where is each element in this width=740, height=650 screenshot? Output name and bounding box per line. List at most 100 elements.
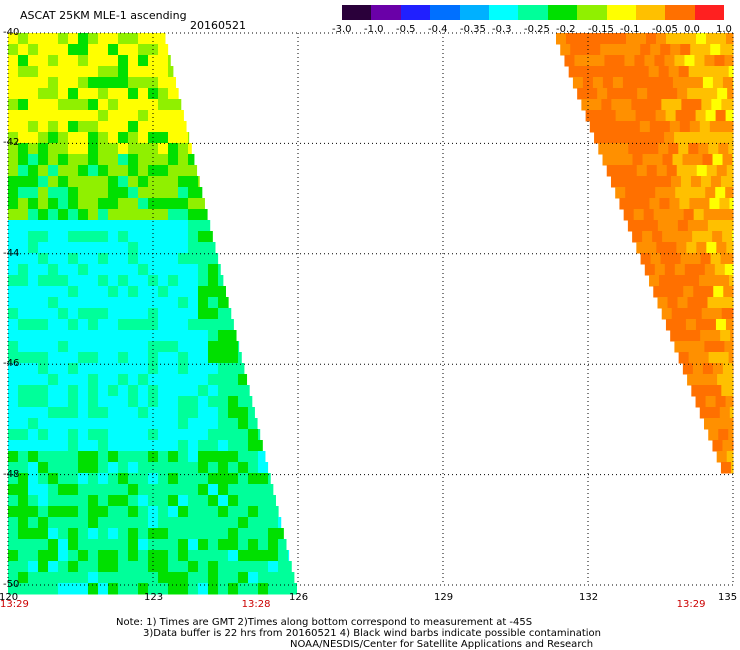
swath-cell bbox=[692, 363, 704, 375]
swath-cell bbox=[138, 429, 149, 441]
swath-cell bbox=[178, 165, 189, 177]
swath-cell bbox=[18, 495, 29, 507]
swath-cell bbox=[68, 264, 79, 276]
swath-cell bbox=[38, 209, 49, 221]
swath-cell bbox=[712, 77, 724, 89]
swath-cell bbox=[714, 418, 725, 430]
swath-cell bbox=[188, 418, 199, 430]
swath-cell bbox=[128, 44, 139, 56]
swath-cell bbox=[108, 88, 119, 100]
swath-cell bbox=[158, 495, 169, 507]
product-title: ASCAT 25KM MLE-1 ascending bbox=[20, 9, 187, 22]
swath-cell bbox=[178, 561, 189, 573]
swath-cell bbox=[218, 341, 229, 353]
swath-cell bbox=[689, 275, 700, 287]
swath-cell bbox=[732, 363, 734, 375]
swath-cell bbox=[248, 440, 259, 452]
swath-cell bbox=[58, 33, 69, 45]
swath-cell bbox=[98, 396, 109, 408]
swath-cell bbox=[28, 451, 39, 463]
swath-cell bbox=[673, 286, 684, 298]
swath-cell bbox=[128, 352, 139, 364]
swath-cell bbox=[128, 77, 139, 89]
swath-cell bbox=[48, 242, 59, 254]
swath-cell bbox=[198, 374, 209, 386]
swath-cell bbox=[68, 484, 79, 496]
swath-cell bbox=[78, 495, 89, 507]
swath-cell bbox=[18, 110, 29, 122]
swath-cell bbox=[78, 407, 89, 419]
swath-cell bbox=[168, 220, 179, 232]
swath-cell bbox=[88, 561, 99, 573]
swath-cell bbox=[168, 110, 179, 122]
swath-cell bbox=[78, 550, 89, 562]
swath-cell bbox=[58, 462, 69, 474]
swath-cell bbox=[653, 286, 664, 298]
swath-cell bbox=[188, 264, 199, 276]
swath-cell bbox=[208, 429, 219, 441]
swath-cell bbox=[158, 209, 169, 221]
swath-cell bbox=[218, 363, 229, 375]
swath-cell bbox=[158, 341, 169, 353]
swath-cell bbox=[636, 33, 647, 45]
swath-cell bbox=[584, 55, 595, 67]
swath-cell bbox=[178, 583, 189, 595]
swath-cell bbox=[728, 429, 734, 441]
swath-cell bbox=[688, 143, 699, 155]
swath-cell bbox=[574, 55, 585, 67]
swath-cell bbox=[138, 33, 149, 45]
swath-cell bbox=[38, 176, 49, 188]
swath-cell bbox=[268, 583, 279, 595]
swath-cell bbox=[729, 407, 734, 419]
swath-cell bbox=[98, 110, 109, 122]
swath-cell bbox=[697, 88, 708, 100]
swath-cell bbox=[158, 550, 169, 562]
swath-cell bbox=[208, 517, 219, 529]
swath-cell bbox=[168, 187, 179, 199]
swath-cell bbox=[128, 286, 139, 298]
swath-cell bbox=[657, 297, 668, 309]
swath-cell bbox=[218, 275, 224, 287]
swath-cell bbox=[258, 561, 269, 573]
swath-cell bbox=[604, 132, 615, 144]
swath-cell bbox=[28, 110, 39, 122]
swath-cell bbox=[148, 55, 159, 67]
swath-cell bbox=[158, 517, 169, 529]
swath-cell bbox=[208, 440, 219, 452]
swath-cell bbox=[238, 506, 249, 518]
swath-cell bbox=[148, 209, 159, 221]
swath-cell bbox=[138, 561, 149, 573]
swath-cell bbox=[218, 539, 229, 551]
swath-cell bbox=[88, 539, 99, 551]
swath-cell bbox=[188, 396, 199, 408]
swath-cell bbox=[98, 308, 109, 320]
swath-cell bbox=[626, 165, 638, 177]
swath-cell bbox=[258, 429, 261, 441]
swath-cell bbox=[609, 121, 621, 133]
swath-cell bbox=[118, 572, 129, 584]
swath-cell bbox=[28, 275, 39, 287]
swath-cell bbox=[716, 33, 727, 45]
swath-cell bbox=[8, 363, 19, 375]
swath-cell bbox=[58, 330, 69, 342]
swath-cell bbox=[198, 517, 209, 529]
swath-cell bbox=[98, 99, 109, 111]
swath-cell bbox=[68, 462, 79, 474]
swath-cell bbox=[168, 154, 179, 166]
swath-cell bbox=[48, 583, 59, 595]
swath-cell bbox=[218, 286, 226, 298]
colorbar-label: -0.25 bbox=[524, 24, 550, 35]
swath-cell bbox=[68, 121, 79, 133]
swath-cell bbox=[138, 55, 149, 67]
swath-cell bbox=[198, 187, 203, 199]
swath-cell bbox=[68, 253, 79, 265]
swath-cell bbox=[168, 341, 179, 353]
swath-cell bbox=[602, 154, 614, 166]
swath-cell bbox=[68, 88, 79, 100]
swath-cell bbox=[98, 572, 109, 584]
swath-cell bbox=[138, 506, 149, 518]
swath-cell bbox=[118, 66, 129, 78]
swath-cell bbox=[138, 385, 149, 397]
swath-cell bbox=[28, 429, 39, 441]
swath-cell bbox=[128, 528, 139, 540]
